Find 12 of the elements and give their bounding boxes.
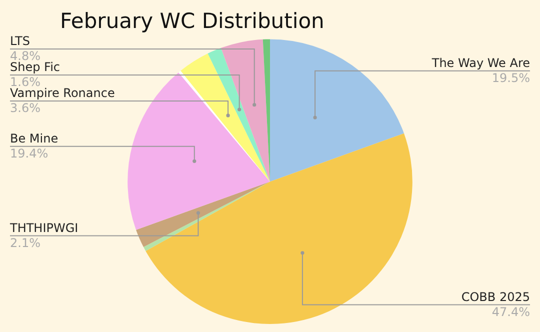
chart-title: February WC Distribution [60, 9, 324, 34]
slice-label: THTHIPWGI [9, 220, 78, 235]
data-label: 19.5% [492, 71, 530, 86]
data-label: 47.4% [492, 304, 530, 319]
slice-label: COBB 2025 [461, 290, 530, 304]
slice-label: Be Mine [10, 131, 58, 146]
slice-label: Shep Fic [10, 60, 60, 74]
data-label: 3.6% [10, 101, 40, 116]
slice-label: The Way We Are [430, 56, 530, 70]
slice-label: LTS [10, 34, 30, 48]
data-label: 2.1% [10, 236, 40, 250]
data-label: 19.4% [10, 146, 48, 160]
